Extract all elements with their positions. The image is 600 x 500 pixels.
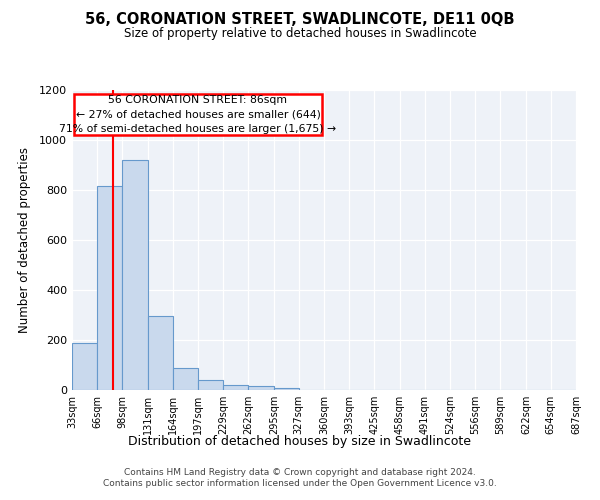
Bar [148,316,173,390]
Bar [274,388,299,390]
Bar [199,380,223,390]
Bar [122,160,148,390]
Text: 56, CORONATION STREET, SWADLINCOTE, DE11 0QB: 56, CORONATION STREET, SWADLINCOTE, DE11… [85,12,515,28]
Text: 56 CORONATION STREET: 86sqm
← 27% of detached houses are smaller (644)
71% of se: 56 CORONATION STREET: 86sqm ← 27% of det… [59,94,337,134]
Bar [248,386,274,390]
Text: Contains HM Land Registry data © Crown copyright and database right 2024.
Contai: Contains HM Land Registry data © Crown c… [103,468,497,487]
Y-axis label: Number of detached properties: Number of detached properties [17,147,31,333]
FancyBboxPatch shape [74,94,322,135]
Bar [97,186,122,390]
Bar [72,342,97,390]
Bar [223,385,248,390]
Bar [173,368,199,390]
Text: Size of property relative to detached houses in Swadlincote: Size of property relative to detached ho… [124,28,476,40]
Text: Distribution of detached houses by size in Swadlincote: Distribution of detached houses by size … [128,435,472,448]
